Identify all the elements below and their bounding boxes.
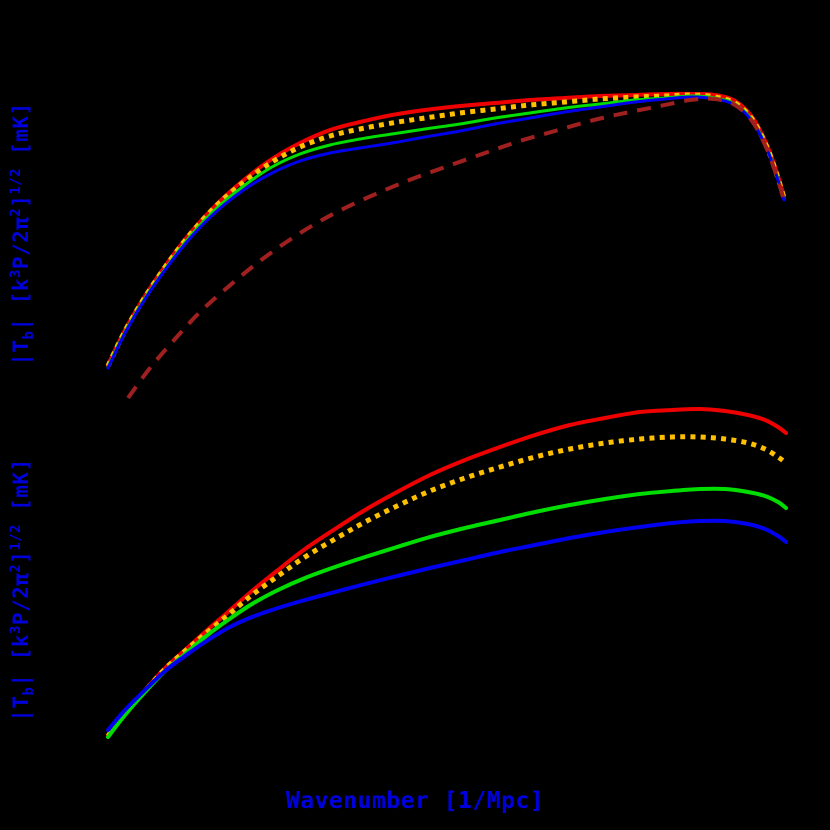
y-axis-label-bottom: |Tb| [k3P/2π2]1/2 [mK] (8, 435, 38, 745)
bottom-panel-curves (106, 406, 788, 739)
y-axis-label-bottom-text: |Tb| [k3P/2π2]1/2 [mK] (8, 458, 38, 722)
curve-darkred-dashed-top (126, 96, 786, 400)
curve-green-solid-bottom (106, 486, 788, 739)
x-axis-label: Wavenumber [1/Mpc] (285, 788, 545, 814)
curve-blue-solid-top (106, 95, 786, 370)
top-panel-curves (105, 91, 787, 400)
curve-blue-solid-bottom (106, 518, 788, 732)
y-axis-label-top: |Tb| [k3P/2π2]1/2 [mK] (8, 79, 38, 389)
y-axis-label-top-text: |Tb| [k3P/2π2]1/2 [mK] (8, 102, 38, 366)
